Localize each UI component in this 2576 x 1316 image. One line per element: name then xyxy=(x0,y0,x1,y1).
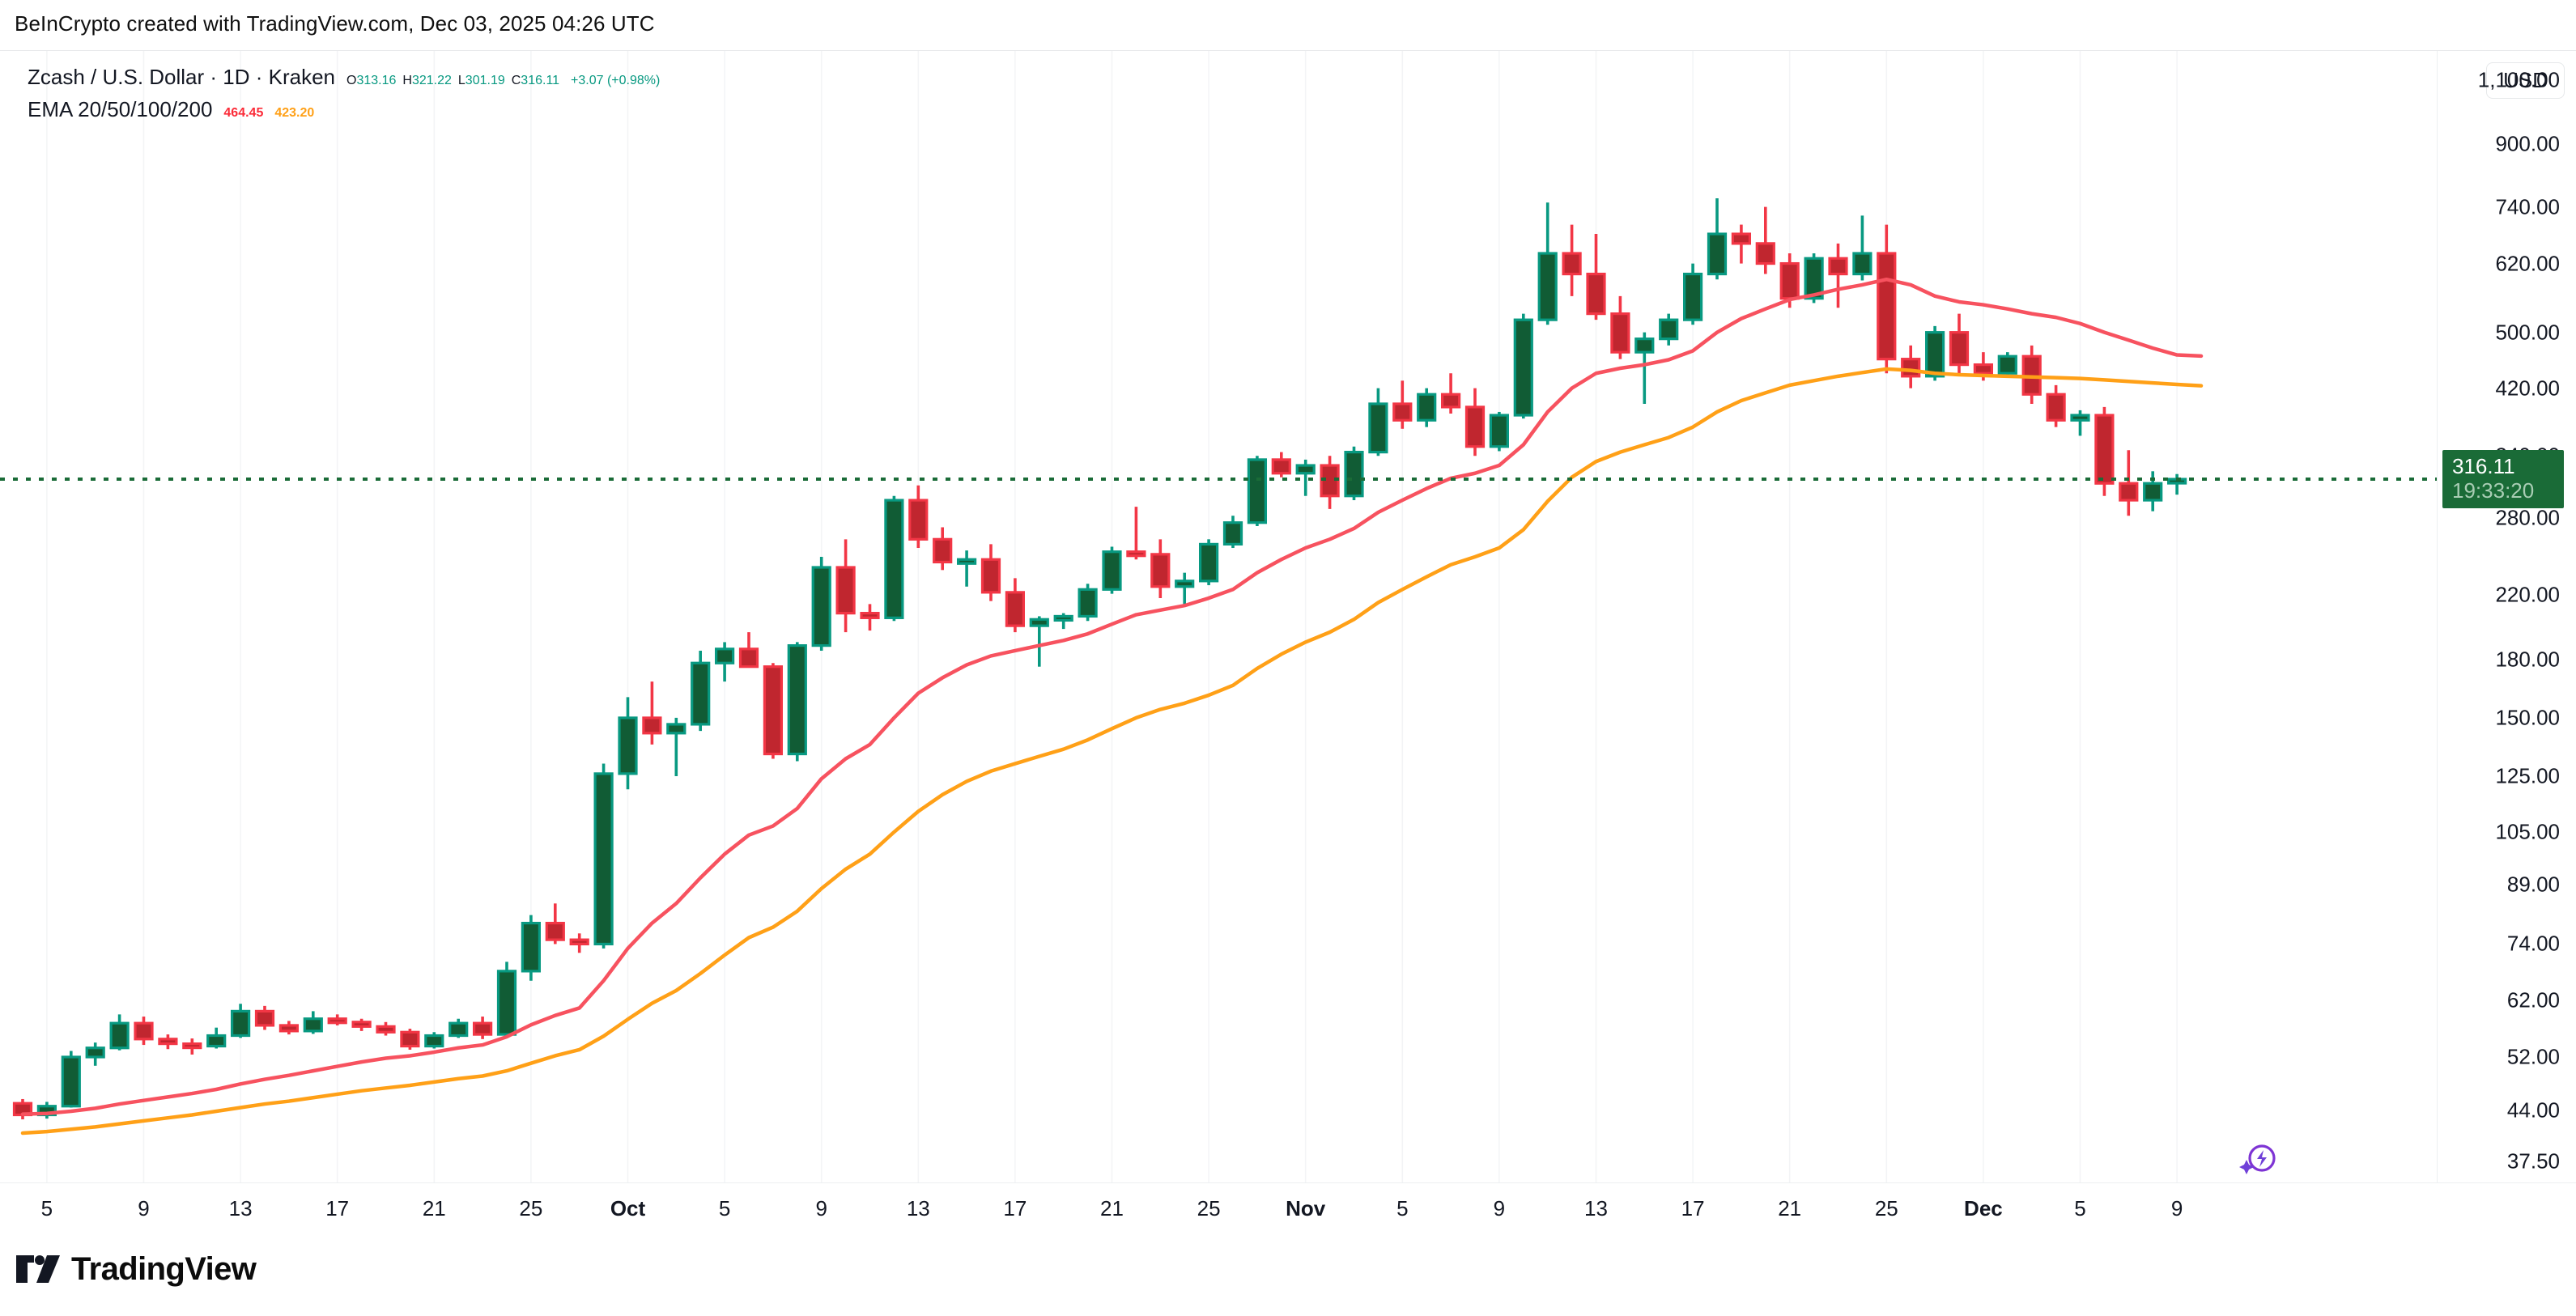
tradingview-logo[interactable]: TradingView xyxy=(16,1251,257,1287)
price-tick: 62.00 xyxy=(2506,987,2560,1012)
time-tick: 5 xyxy=(2074,1196,2086,1220)
time-tick: 9 xyxy=(2170,1196,2183,1220)
tradingview-wordmark: TradingView xyxy=(71,1251,257,1287)
price-tick: 420.00 xyxy=(2495,376,2560,401)
high-value: 321.22 xyxy=(411,74,452,87)
price-tick: 74.00 xyxy=(2506,931,2560,956)
time-tick: 9 xyxy=(815,1196,827,1220)
time-tick: 17 xyxy=(1681,1196,1705,1220)
legend-row-symbol[interactable]: Zcash / U.S. Dollar · 1D · Kraken O313.16… xyxy=(28,61,660,93)
current-price-value: 316.11 xyxy=(2452,454,2515,479)
time-tick: Oct xyxy=(610,1196,646,1220)
time-tick: Nov xyxy=(1286,1196,1326,1220)
chart-pane[interactable] xyxy=(0,51,2437,1182)
close-value: 316.11 xyxy=(521,74,560,87)
change-value: +3.07 (+0.98%) xyxy=(571,74,661,87)
time-tick: 25 xyxy=(519,1196,543,1220)
time-tick: 25 xyxy=(1197,1196,1221,1220)
time-tick: 5 xyxy=(1396,1196,1409,1220)
time-tick: 13 xyxy=(228,1196,253,1220)
price-tick: 150.00 xyxy=(2495,705,2560,730)
price-tick: 740.00 xyxy=(2495,194,2560,219)
grid-layer xyxy=(46,51,2178,1182)
price-tick: 620.00 xyxy=(2495,251,2560,276)
ema-label: EMA 20/50/100/200 xyxy=(28,97,213,121)
price-tick: 500.00 xyxy=(2495,320,2560,345)
time-tick: Dec xyxy=(1964,1196,2003,1220)
time-tick: 25 xyxy=(1874,1196,1898,1220)
time-tick: 17 xyxy=(325,1196,350,1220)
ema-fast-value: 464.45 xyxy=(223,106,264,120)
time-tick: 5 xyxy=(40,1196,53,1220)
legend-row-ema[interactable]: EMA 20/50/100/200 464.45 423.20 xyxy=(28,93,660,125)
price-tick: 125.00 xyxy=(2495,763,2560,788)
candlestick-plot xyxy=(0,198,2437,1136)
event-icons-group xyxy=(2218,1142,2315,1182)
time-tick: 17 xyxy=(1003,1196,1027,1220)
open-value: 313.16 xyxy=(356,74,397,87)
attribution-text: BeInCrypto created with TradingView.com,… xyxy=(15,11,655,36)
price-tick: 180.00 xyxy=(2495,647,2560,672)
time-tick: 9 xyxy=(1493,1196,1506,1220)
price-tick: 44.00 xyxy=(2506,1097,2560,1123)
time-tick: 13 xyxy=(1584,1196,1608,1220)
price-tick: 900.00 xyxy=(2495,131,2560,156)
time-tick: 5 xyxy=(718,1196,731,1220)
price-tick: 105.00 xyxy=(2495,819,2560,844)
bar-countdown: 19:33:20 xyxy=(2452,478,2535,503)
time-tick: 21 xyxy=(1778,1196,1802,1220)
price-tick: 37.50 xyxy=(2506,1148,2560,1174)
tradingview-mark-icon xyxy=(16,1255,60,1283)
ai-sparkle-lightning-icon[interactable] xyxy=(2238,1142,2278,1182)
time-tick: 21 xyxy=(1100,1196,1124,1220)
close-key: C xyxy=(511,74,521,87)
currency-badge[interactable]: USD xyxy=(2486,62,2565,99)
time-tick: 13 xyxy=(906,1196,930,1220)
price-tick: 280.00 xyxy=(2495,505,2560,530)
ema-slow-value: 423.20 xyxy=(274,106,315,120)
open-key: O xyxy=(346,74,357,87)
low-value: 301.19 xyxy=(465,74,505,87)
time-axis[interactable]: 5 9 13 17 21 25 Oct 5 9 13 17 21 25 Nov 5 9 13 17 21 25 Dec 5… xyxy=(0,1182,2576,1233)
time-tick: 21 xyxy=(422,1196,446,1220)
current-price-badge: 316.11 19:33:20 xyxy=(2442,450,2564,509)
price-tick: 220.00 xyxy=(2495,582,2560,607)
price-tick: 89.00 xyxy=(2506,872,2560,897)
chart-frame: Zcash / U.S. Dollar · 1D · Kraken O313.16… xyxy=(0,50,2576,1233)
chart-legend: Zcash / U.S. Dollar · 1D · Kraken O313.16… xyxy=(28,61,660,125)
price-tick: 52.00 xyxy=(2506,1044,2560,1069)
symbol-title: Zcash / U.S. Dollar · 1D · Kraken xyxy=(28,65,335,89)
low-key: L xyxy=(457,74,465,87)
price-axis[interactable]: USD 1,100.00 900.00 740.00 620.00 500.00 420.… xyxy=(2437,51,2576,1182)
price-tick: 1,100.00 xyxy=(2477,67,2560,92)
high-key: H xyxy=(402,74,412,87)
time-tick: 9 xyxy=(138,1196,150,1220)
